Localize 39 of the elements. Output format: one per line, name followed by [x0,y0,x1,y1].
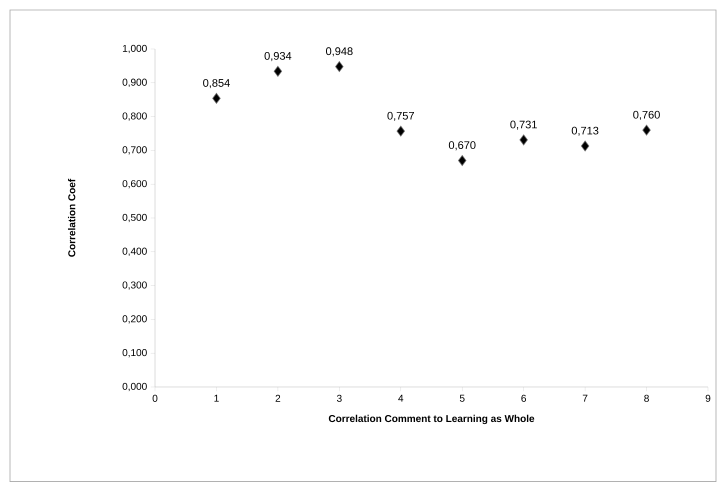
y-tick-label: 0,900 [122,78,147,87]
y-tick-label: 0,800 [122,112,147,121]
data-label: 0,934 [264,52,292,62]
x-axis-title: Correlation Comment to Learning as Whole [328,414,534,424]
x-tick-label: 5 [460,394,465,402]
y-tick-label: 0,000 [122,382,147,392]
y-tick-label: 0,400 [122,248,147,256]
y-tick-label: 0,500 [122,214,147,222]
data-label: 0,760 [633,110,660,120]
y-tick-label: 1,000 [122,44,147,54]
data-label: 0,854 [203,79,230,88]
data-label: 0,713 [572,126,598,136]
y-tick-label: 0,600 [122,180,147,188]
x-tick-label: 1 [214,394,219,402]
point [212,92,221,104]
point [274,66,282,77]
point [396,126,405,137]
x-tick-label: 7 [582,394,588,402]
data-label: 0,757 [387,112,414,121]
x-tick-label: 9 [706,394,710,402]
x-tick-label: 6 [521,394,526,402]
y-tick-label: 0,700 [122,146,147,155]
x-tick-label: 4 [398,394,404,402]
point [335,61,344,72]
x-tick-label: 8 [644,394,649,402]
x-tick-label: 0 [152,394,158,402]
data-label: 0,670 [448,141,476,150]
x-tick-label: 3 [336,394,342,402]
y-tick-label: 0,100 [122,349,147,358]
y-axis-title: Correlation Coef [68,178,76,257]
x-tick-label: 2 [276,394,280,402]
point [520,134,528,146]
y-tick-label: 0,200 [122,315,147,324]
data-label: 0,948 [326,47,353,56]
y-tick-label: 0,300 [122,281,147,290]
point [580,140,590,152]
data-label: 0,731 [510,120,537,130]
point [642,124,651,136]
point [458,155,466,166]
